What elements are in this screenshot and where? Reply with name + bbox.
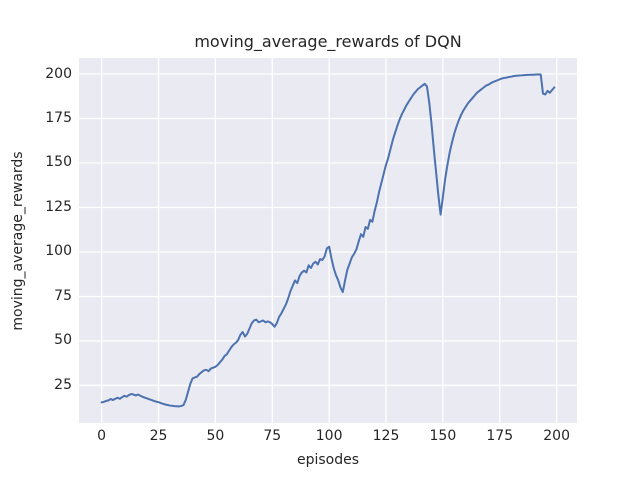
y-tick-label: 150 [45, 154, 72, 171]
x-tick-label: 25 [149, 428, 168, 444]
x-tick-label: 175 [486, 428, 514, 444]
x-tick-label: 0 [97, 428, 107, 444]
y-tick-label: 125 [45, 198, 72, 215]
x-tick-label: 125 [372, 428, 400, 444]
x-tick-label: 150 [429, 428, 457, 444]
y-tick-label: 50 [54, 332, 72, 349]
x-tick-label: 200 [543, 428, 570, 444]
x-tick-label: 50 [206, 428, 225, 444]
x-tick-label: 75 [263, 428, 282, 444]
plot-area [79, 58, 577, 423]
y-tick-label: 25 [54, 376, 72, 393]
y-tick-label: 175 [45, 110, 72, 126]
x-axis-label: episodes [296, 452, 360, 468]
x-tick-label: 100 [315, 428, 343, 444]
grid-lines [79, 58, 577, 423]
y-axis-label: moving_average_rewards [10, 151, 26, 331]
y-tick-label: 200 [45, 65, 72, 82]
series-lines [100, 73, 556, 408]
dqn-reward-line [100, 73, 556, 408]
y-tick-label: 100 [45, 243, 72, 260]
chart-title: moving_average_rewards of DQN [194, 32, 462, 51]
y-tick-label: 75 [54, 287, 72, 304]
